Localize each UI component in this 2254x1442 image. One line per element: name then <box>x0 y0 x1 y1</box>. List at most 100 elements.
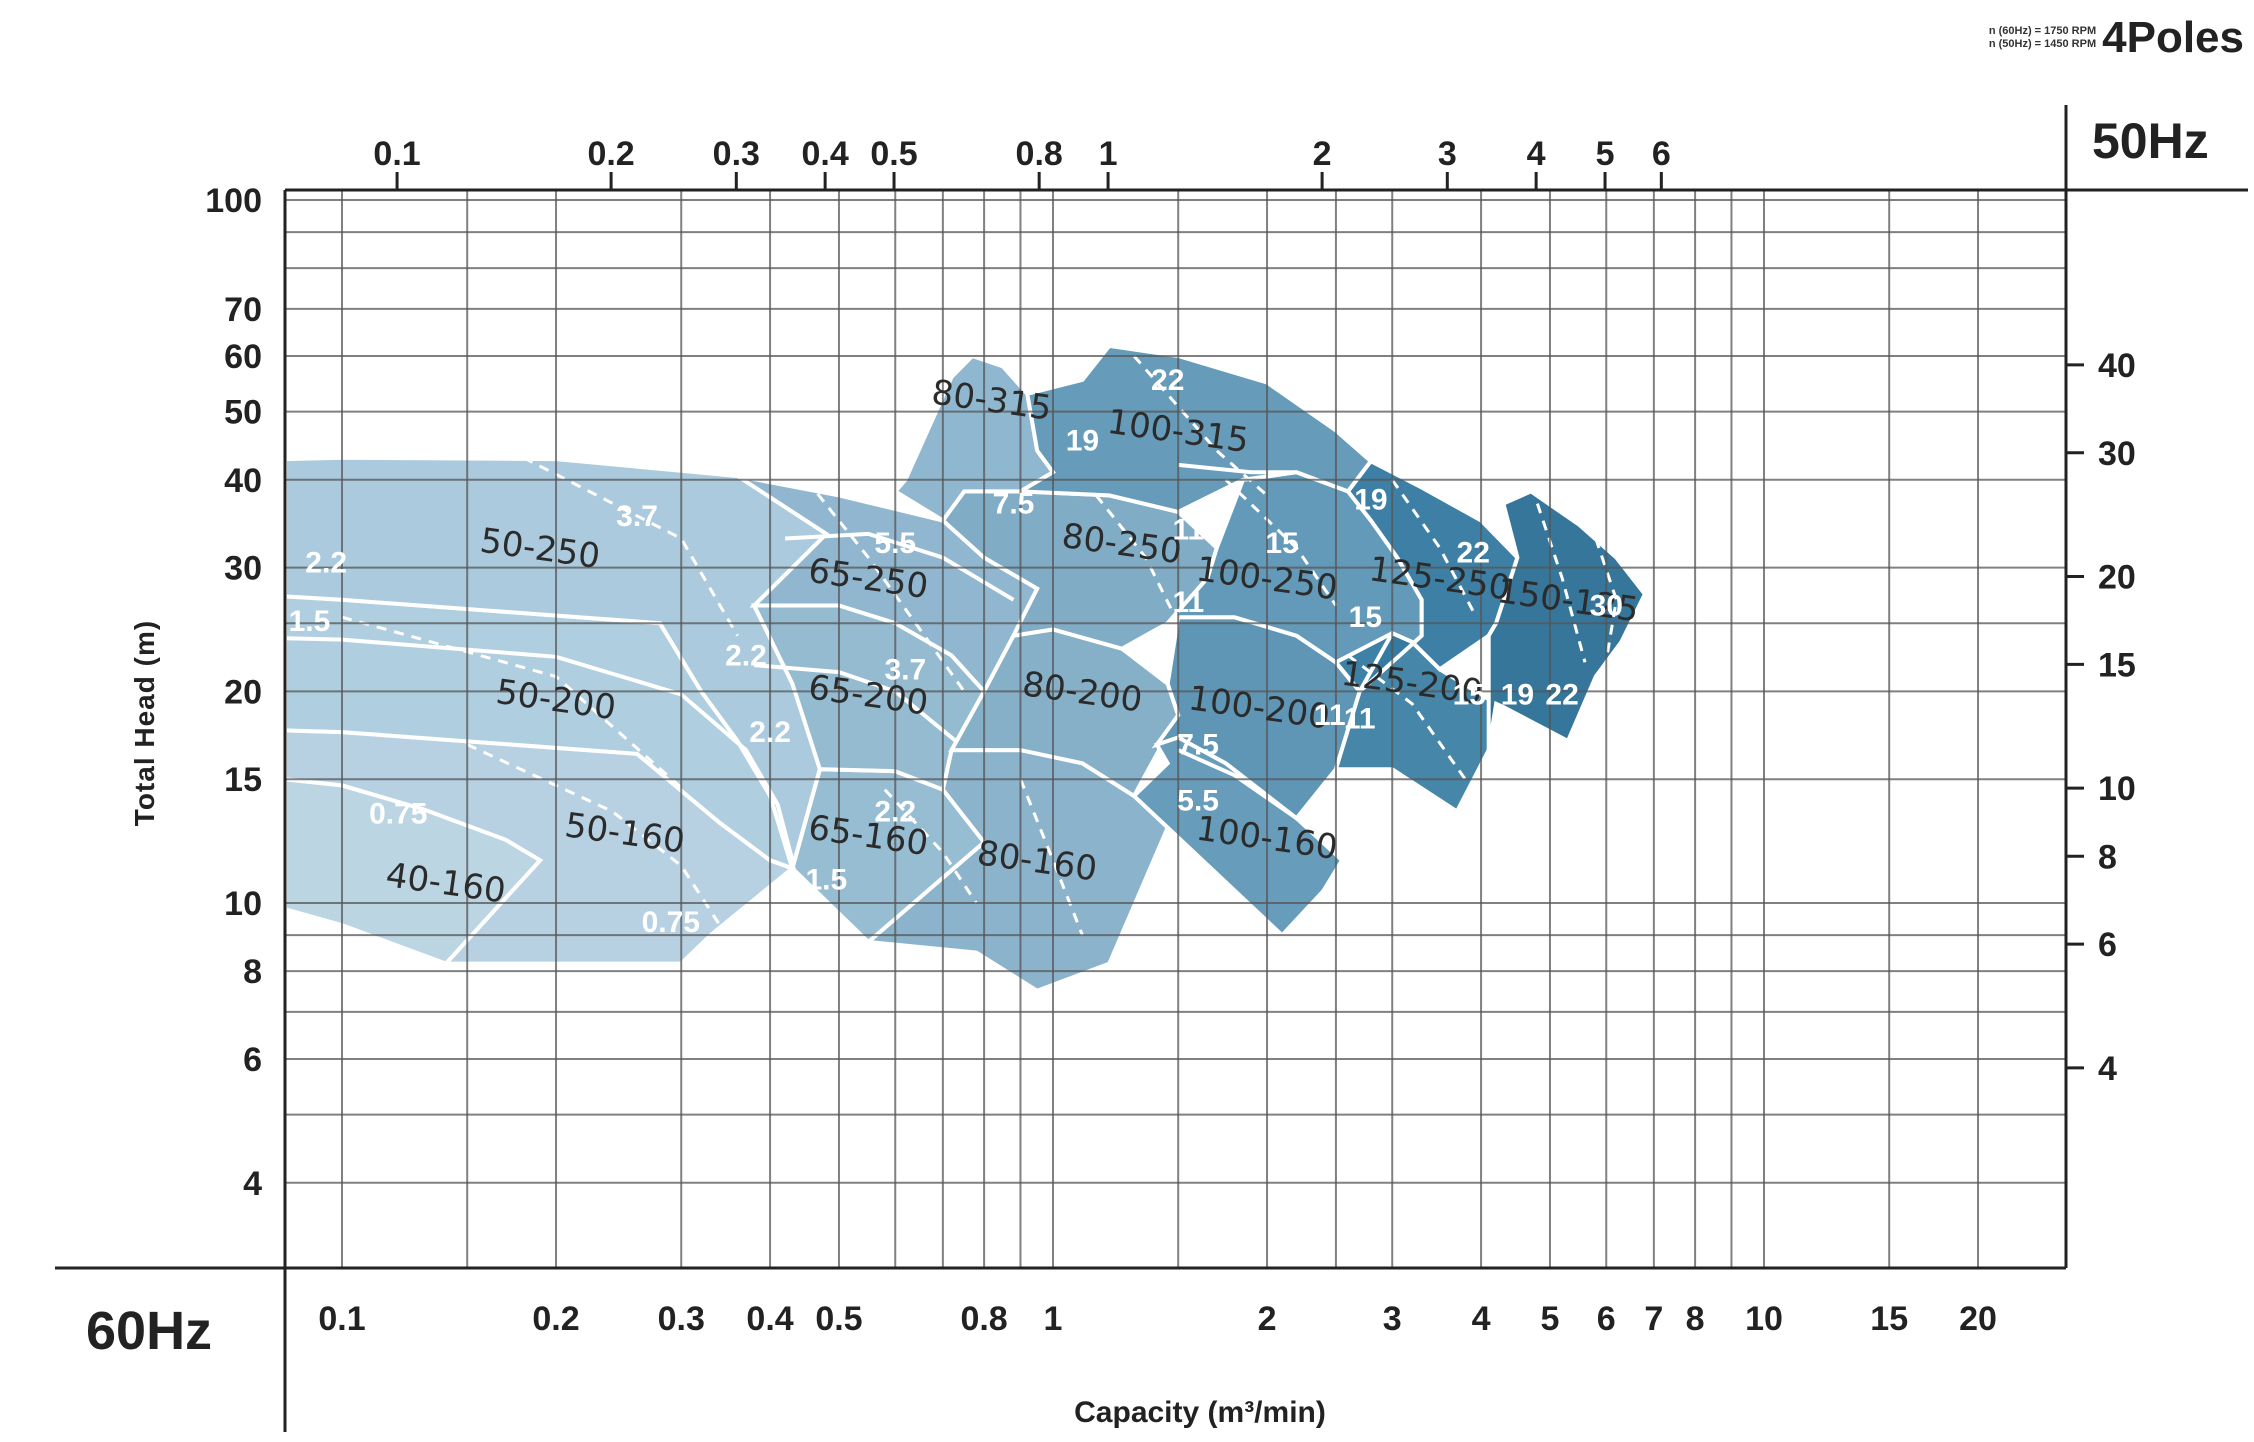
y-tick-60hz-60: 60 <box>224 338 262 376</box>
freq-label-60hz: 60Hz <box>86 1301 213 1361</box>
y-tick-60hz-40: 40 <box>224 462 262 500</box>
x-tick-50hz-3: 3 <box>1438 135 1457 173</box>
x-tick-50hz-0.8: 0.8 <box>1016 135 1063 173</box>
y-tick-50hz-20: 20 <box>2098 559 2136 597</box>
y-tick-60hz-50: 50 <box>224 394 262 432</box>
y-tick-50hz-8: 8 <box>2098 838 2117 876</box>
x-tick-60hz-15: 15 <box>1870 1300 1908 1338</box>
x-axis-title: Capacity (m³/min) <box>1074 1396 1326 1429</box>
x-tick-50hz-4: 4 <box>1527 135 1546 173</box>
x-tick-60hz-5: 5 <box>1541 1300 1560 1338</box>
y-tick-60hz-6: 6 <box>243 1041 262 1079</box>
y-tick-50hz-40: 40 <box>2098 347 2136 385</box>
freq-label-50hz: 50Hz <box>2092 113 2209 169</box>
y-tick-60hz-20: 20 <box>224 673 262 711</box>
kw-label-65-250-2.2: 2.2 <box>725 639 767 672</box>
x-tick-60hz-10: 10 <box>1745 1300 1783 1338</box>
y-tick-50hz-10: 10 <box>2098 770 2136 808</box>
poles-label: 4Poles <box>2102 13 2244 62</box>
kw-label-125-250-22: 22 <box>1457 537 1490 570</box>
kw-label-65-250-5.5: 5.5 <box>874 527 916 560</box>
y-tick-60hz-8: 8 <box>243 953 262 991</box>
axis-ticks: 0.1 0.2 0.3 0.4 0.5 0.8 1 2 3 4 5 6 7 8 10 15 2046810152… <box>205 135 2136 1338</box>
impeller-curve-65-250 <box>784 531 1015 602</box>
x-tick-60hz-0.5: 0.5 <box>815 1300 862 1338</box>
x-tick-50hz-6: 6 <box>1652 135 1671 173</box>
kw-label-50-250-3.7: 3.7 <box>616 500 658 533</box>
x-tick-60hz-6: 6 <box>1597 1300 1616 1338</box>
kw-label-100-250-15: 15 <box>1265 527 1298 560</box>
x-tick-50hz-0.4: 0.4 <box>801 135 848 173</box>
kw-label-40-160-0.75: 0.75 <box>369 798 427 831</box>
y-tick-60hz-10: 10 <box>224 885 262 923</box>
motor-line-150-125 <box>1594 538 1618 724</box>
kw-label-100-200-11: 11 <box>1314 699 1346 732</box>
kw-label-100-250-11: 11 <box>1172 586 1204 619</box>
rpm-60hz-note: n (60Hz) = 1750 RPM <box>1988 25 2097 37</box>
x-tick-60hz-8: 8 <box>1686 1300 1705 1338</box>
y-tick-50hz-4: 4 <box>2098 1050 2117 1088</box>
x-tick-50hz-2: 2 <box>1313 135 1332 173</box>
x-tick-60hz-0.3: 0.3 <box>658 1300 705 1338</box>
x-tick-50hz-1: 1 <box>1099 135 1118 173</box>
x-tick-50hz-0.2: 0.2 <box>587 135 634 173</box>
y-tick-50hz-6: 6 <box>2098 926 2117 964</box>
y-tick-50hz-30: 30 <box>2098 435 2136 473</box>
x-tick-60hz-0.4: 0.4 <box>746 1300 793 1338</box>
x-tick-60hz-4: 4 <box>1472 1300 1491 1338</box>
header-block: n (60Hz) = 1750 RPM n (50Hz) = 1450 RPM … <box>1989 8 2244 68</box>
kw-label-150-125-19: 19 <box>1501 678 1534 711</box>
y-tick-50hz-15: 15 <box>2098 646 2136 684</box>
kw-label-150-125-22: 22 <box>1545 678 1578 711</box>
kw-label-100-160-5.5: 5.5 <box>1177 784 1219 817</box>
kw-label-50-250-1.5: 1.5 <box>289 605 331 638</box>
kw-label-65-160-2.2: 2.2 <box>874 795 916 828</box>
kw-label-65-200-3.7: 3.7 <box>885 653 927 686</box>
kw-label-150-125-30: 30 <box>1590 589 1623 622</box>
rpm-50hz-note: n (50Hz) = 1450 RPM <box>1988 38 2097 50</box>
x-tick-60hz-0.2: 0.2 <box>532 1300 579 1338</box>
x-tick-50hz-0.3: 0.3 <box>713 135 760 173</box>
x-tick-50hz-0.1: 0.1 <box>373 135 420 173</box>
kw-label-125-250-19: 19 <box>1354 483 1387 516</box>
x-tick-50hz-0.5: 0.5 <box>870 135 917 173</box>
y-tick-60hz-4: 4 <box>243 1165 262 1203</box>
impeller-curve-100-315 <box>1178 462 1297 475</box>
y-tick-60hz-70: 70 <box>224 291 262 329</box>
motor-line-50-250 <box>522 456 739 637</box>
x-tick-60hz-7: 7 <box>1644 1300 1663 1338</box>
motor-line-80-250 <box>1095 494 1180 624</box>
x-tick-60hz-3: 3 <box>1383 1300 1402 1338</box>
kw-label-100-200-7.5: 7.5 <box>1177 729 1219 762</box>
motor-line-125-250 <box>1390 478 1475 612</box>
kw-label-125-250-15: 15 <box>1349 601 1382 634</box>
x-tick-60hz-2: 2 <box>1258 1300 1277 1338</box>
motor-line-150-125 <box>1535 503 1587 663</box>
y-tick-60hz-15: 15 <box>224 761 262 799</box>
region-125-250 <box>1345 458 1520 693</box>
kw-label-100-315-19: 19 <box>1066 424 1099 457</box>
x-tick-60hz-0.1: 0.1 <box>318 1300 365 1338</box>
impeller-curve-65-200 <box>754 663 958 743</box>
kw-label-125-200-11: 11 <box>1344 702 1376 735</box>
x-tick-60hz-1: 1 <box>1044 1300 1063 1338</box>
x-tick-50hz-5: 5 <box>1596 135 1615 173</box>
kw-label-100-315-22: 22 <box>1151 364 1184 397</box>
x-tick-60hz-20: 20 <box>1959 1300 1997 1338</box>
x-tick-60hz-0.8: 0.8 <box>960 1300 1007 1338</box>
motor-line-50-160 <box>466 743 722 927</box>
rpm-notes: n (60Hz) = 1750 RPM n (50Hz) = 1450 RPM <box>1989 25 2096 51</box>
motor-line-125-200 <box>1347 654 1467 781</box>
kw-label-50-250-2.2: 2.2 <box>305 547 347 580</box>
kw-label-50-160-0.75: 0.75 <box>642 906 700 939</box>
kw-label-65-160-1.5: 1.5 <box>806 864 848 897</box>
motor-line-100-250 <box>1224 478 1338 607</box>
grid <box>285 190 2066 1268</box>
y-tick-60hz-30: 30 <box>224 550 262 588</box>
y-tick-60hz-100: 100 <box>205 182 262 220</box>
impeller-curve-100-200 <box>1177 748 1298 820</box>
kw-label-65-200-2.2: 2.2 <box>749 716 791 749</box>
kw-label-125-200-15: 15 <box>1453 678 1486 711</box>
kw-label-80-250-11: 11 <box>1172 513 1204 546</box>
